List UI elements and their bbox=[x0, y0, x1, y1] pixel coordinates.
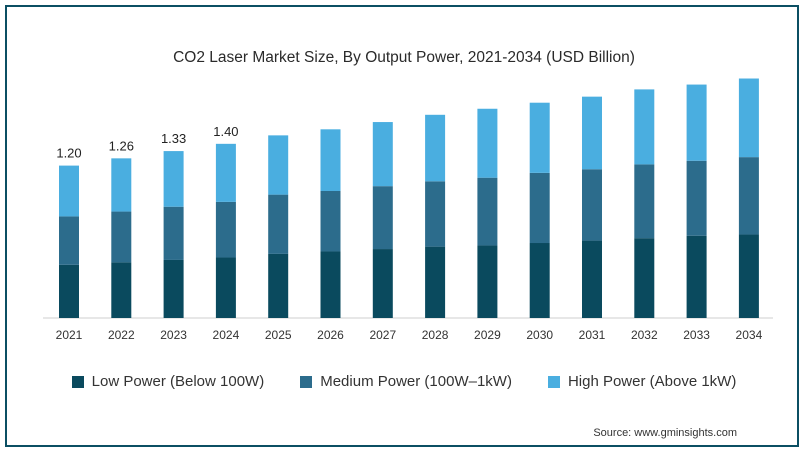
bar-segment-2025-series-1 bbox=[268, 253, 289, 318]
bar-segment-2024-series-1 bbox=[215, 257, 236, 318]
bar-segment-2029-series-2 bbox=[477, 177, 498, 246]
x-tick-label-2033: 2033 bbox=[683, 328, 710, 342]
bar-segment-2025-series-2 bbox=[268, 194, 289, 254]
bar-segment-2021-series-2 bbox=[59, 216, 79, 265]
x-tick-label-2025: 2025 bbox=[265, 328, 292, 342]
bar-segment-2027-series-2 bbox=[372, 186, 393, 250]
bar-segment-2027-series-3 bbox=[372, 122, 393, 187]
bar-segment-2030-series-1 bbox=[529, 243, 550, 318]
bar-segment-2031-series-1 bbox=[582, 240, 602, 318]
bar-segment-2034-series-1 bbox=[738, 234, 759, 318]
bar-segment-2028-series-1 bbox=[425, 246, 446, 318]
data-label-2022: 1.26 bbox=[109, 138, 134, 153]
legend-item-2: Medium Power (100W–1kW) bbox=[300, 373, 512, 390]
x-tick-label-2029: 2029 bbox=[474, 328, 501, 342]
data-label-2021: 1.20 bbox=[56, 146, 81, 161]
bar-segment-2033-series-3 bbox=[686, 84, 707, 161]
data-label-2023: 1.33 bbox=[161, 131, 186, 146]
bar-segment-2032-series-1 bbox=[634, 238, 655, 318]
x-tick-label-2034: 2034 bbox=[736, 328, 763, 342]
bar-segment-2026-series-1 bbox=[320, 251, 341, 318]
bar-segment-2022-series-3 bbox=[111, 158, 132, 212]
bar-segment-2023-series-2 bbox=[163, 206, 184, 260]
legend-swatch bbox=[300, 375, 313, 388]
bar-segment-2030-series-3 bbox=[529, 102, 550, 173]
bar-segment-2034-series-3 bbox=[738, 78, 759, 158]
bar-segment-2033-series-2 bbox=[686, 160, 707, 236]
bar-segment-2032-series-3 bbox=[634, 89, 655, 165]
bar-segment-2024-series-2 bbox=[215, 201, 236, 258]
bar-segment-2029-series-1 bbox=[477, 245, 498, 318]
bar-segment-2031-series-3 bbox=[582, 96, 602, 170]
bar-segment-2031-series-2 bbox=[582, 169, 602, 241]
chart-frame: CO2 Laser Market Size, By Output Power, … bbox=[5, 5, 799, 447]
bar-segment-2025-series-3 bbox=[268, 135, 289, 195]
x-tick-label-2021: 2021 bbox=[56, 328, 83, 342]
legend-item-3: High Power (Above 1kW) bbox=[547, 373, 737, 390]
chart-legend: Low Power (Below 100W) Medium Power (100W… bbox=[7, 373, 801, 390]
bar-segment-2027-series-1 bbox=[372, 249, 393, 318]
bar-segment-2021-series-3 bbox=[59, 165, 79, 217]
x-tick-label-2032: 2032 bbox=[631, 328, 658, 342]
bar-segment-2030-series-2 bbox=[529, 172, 550, 244]
bar-segment-2032-series-2 bbox=[634, 164, 655, 239]
legend-item-1: Low Power (Below 100W) bbox=[71, 373, 265, 390]
x-tick-label-2027: 2027 bbox=[369, 328, 396, 342]
legend-swatch bbox=[547, 375, 560, 388]
bar-segment-2033-series-1 bbox=[686, 235, 707, 318]
bar-segment-2029-series-3 bbox=[477, 108, 498, 178]
chart-plot: 2021 1.20 2022 1.26 2023 1.33 2024 1.40 2025 2026… bbox=[43, 78, 773, 342]
legend-label: Low Power (Below 100W) bbox=[91, 373, 265, 390]
bar-segment-2023-series-3 bbox=[163, 151, 184, 207]
x-tick-label-2030: 2030 bbox=[526, 328, 553, 342]
legend-label: High Power (Above 1kW) bbox=[567, 373, 737, 390]
x-tick-label-2022: 2022 bbox=[108, 328, 135, 342]
legend-label: Medium Power (100W–1kW) bbox=[320, 373, 512, 390]
bar-segment-2028-series-3 bbox=[425, 114, 446, 182]
bar-segment-2028-series-2 bbox=[425, 181, 446, 247]
bar-segment-2026-series-3 bbox=[320, 129, 341, 191]
bar-segment-2026-series-2 bbox=[320, 191, 341, 252]
x-tick-label-2031: 2031 bbox=[579, 328, 606, 342]
x-tick-label-2023: 2023 bbox=[160, 328, 187, 342]
bar-segment-2023-series-1 bbox=[163, 259, 184, 318]
bar-segment-2034-series-2 bbox=[738, 157, 759, 235]
bar-segment-2021-series-1 bbox=[59, 264, 79, 318]
bar-segment-2022-series-2 bbox=[111, 211, 132, 263]
x-tick-label-2024: 2024 bbox=[213, 328, 240, 342]
chart-title: CO2 Laser Market Size, By Output Power, … bbox=[173, 49, 635, 66]
data-label-2024: 1.40 bbox=[213, 124, 238, 139]
legend-swatch bbox=[71, 375, 84, 388]
bar-segment-2022-series-1 bbox=[111, 262, 132, 318]
x-tick-label-2028: 2028 bbox=[422, 328, 449, 342]
x-tick-label-2026: 2026 bbox=[317, 328, 344, 342]
source-note: Source: www.gminsights.com bbox=[593, 427, 737, 439]
bar-segment-2024-series-3 bbox=[215, 143, 236, 202]
